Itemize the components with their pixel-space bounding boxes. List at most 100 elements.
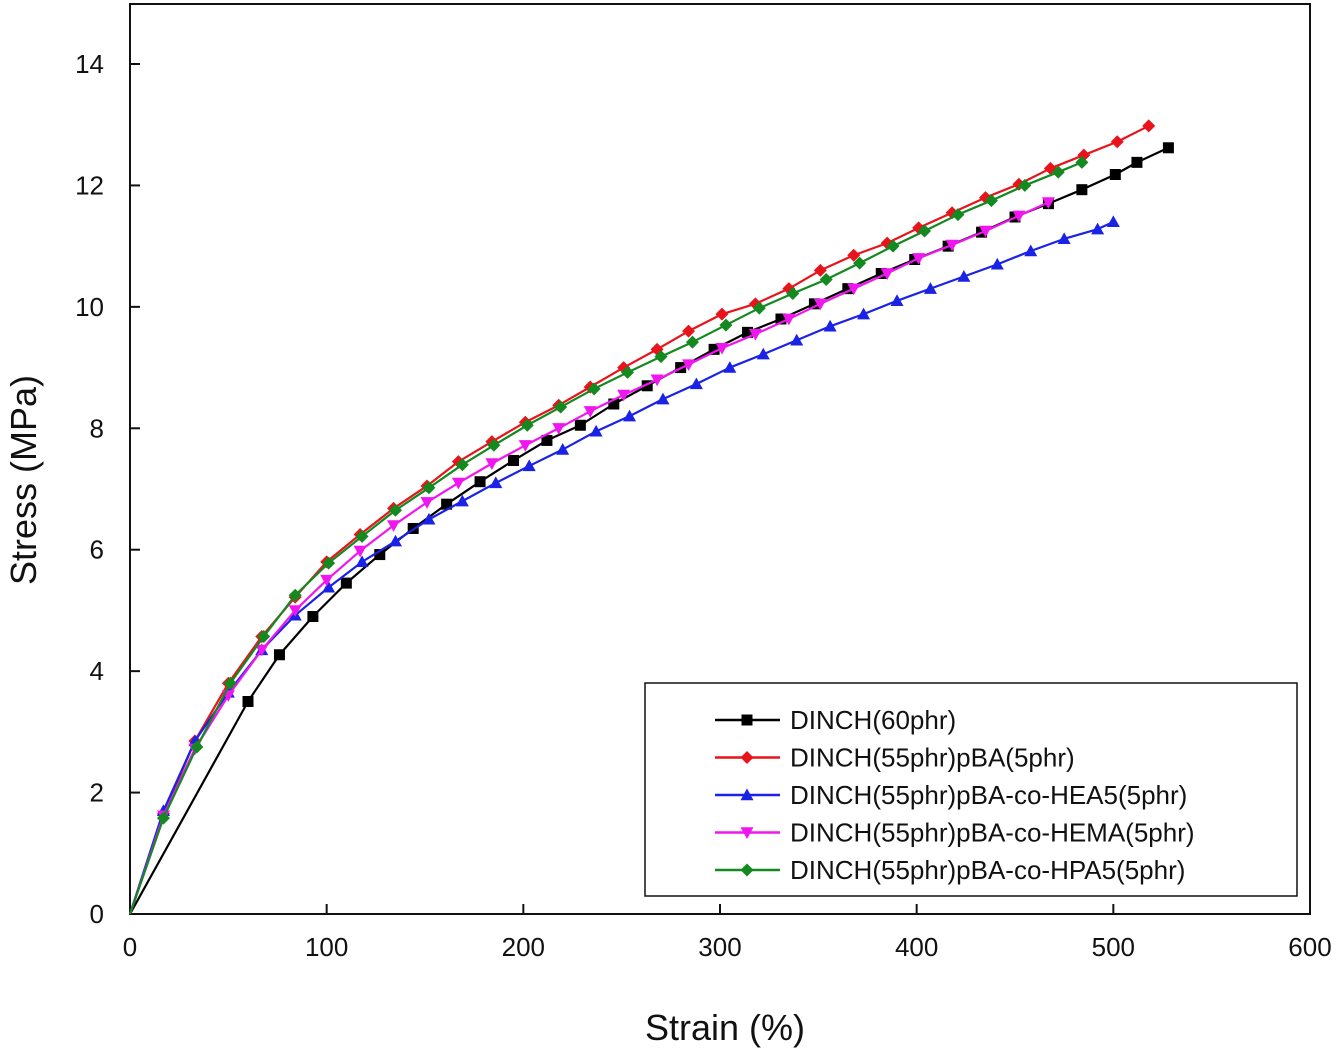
series-1-point-3	[307, 611, 319, 622]
series-3-point-7	[355, 555, 369, 568]
series-1-point-5	[374, 549, 386, 561]
series-1-point-9	[508, 454, 519, 466]
series-5-point-28	[1051, 165, 1065, 179]
legend-marker-2	[740, 751, 754, 764]
series-2-point-18	[715, 307, 729, 321]
series-3-point-28	[1057, 232, 1071, 245]
series-1-point-12	[608, 398, 620, 410]
series-1-point-29	[1162, 142, 1174, 154]
series-4-point-28	[1041, 197, 1055, 209]
series-5-point-8	[389, 503, 402, 517]
series-4-point-13	[552, 423, 566, 435]
y-tick-label-12: 12	[75, 170, 104, 200]
series-3-point-30	[1106, 215, 1120, 228]
series-1-point-16	[742, 326, 754, 338]
series-2-point-22	[847, 248, 861, 262]
series-3-point-15	[623, 409, 637, 422]
series-5-point-5	[288, 588, 302, 602]
series-2-point-31	[1142, 119, 1156, 133]
series-1-point-4	[340, 577, 352, 589]
series-line-5	[128, 161, 1083, 915]
series-4-point-17	[682, 359, 696, 372]
series-1-point-13	[641, 380, 653, 392]
series-1-point-7	[441, 498, 453, 510]
legend-label-1: DINCH(60phr)	[790, 705, 956, 735]
x-tick-label-100: 100	[305, 932, 348, 962]
series-3-point-25	[957, 270, 971, 282]
legend-label-3: DINCH(55phr)pBA-co-HEA5(5phr)	[790, 780, 1187, 810]
series-4-point-24	[912, 253, 926, 265]
legend: DINCH(60phr) DINCH(55phr)pBA(5phr) DINCH(5…	[644, 682, 1298, 897]
series-5-point-14	[587, 382, 601, 396]
series-3-point-16	[656, 392, 670, 405]
series-5-point-21	[819, 273, 833, 287]
series-5-point-9	[422, 481, 436, 495]
series-4	[128, 197, 1055, 915]
series-3-point-14	[589, 424, 603, 437]
series-4-point-14	[583, 406, 597, 418]
series-1-point-20	[875, 267, 887, 279]
series-3-point-26	[990, 257, 1004, 270]
series-5-point-7	[355, 529, 369, 543]
series-5-point-25	[951, 208, 965, 222]
series-5-point-18	[719, 318, 733, 332]
series-3-point-8	[389, 534, 402, 547]
legend-label-5: DINCH(55phr)pBA-co-HPA5(5phr)	[790, 855, 1185, 885]
series-5-point-16	[654, 350, 668, 364]
series-layer	[128, 119, 1174, 915]
series-4-point-7	[353, 545, 367, 558]
x-tick-label-600: 600	[1288, 932, 1331, 962]
y-axis-title: Stress (MPa)	[3, 375, 44, 585]
x-tick-label-500: 500	[1092, 932, 1135, 962]
series-5-point-15	[621, 365, 635, 379]
series-3-point-23	[890, 294, 904, 306]
series-1-point-10	[541, 434, 553, 446]
series-2-point-30	[1110, 135, 1124, 149]
series-3-point-12	[522, 459, 536, 472]
series-1-point-8	[474, 476, 486, 488]
series-3-point-19	[756, 347, 770, 360]
series-3-point-10	[455, 494, 469, 507]
series-4-point-25	[945, 239, 959, 252]
series-4-point-21	[813, 298, 827, 311]
series-4-point-6	[320, 574, 334, 587]
series-5-point-10	[455, 458, 469, 472]
x-tick-label-200: 200	[502, 932, 545, 962]
y-tick-label-4: 4	[90, 656, 104, 686]
series-4-point-19	[748, 328, 762, 341]
legend-box	[644, 682, 1298, 897]
series-4-point-5	[288, 605, 302, 617]
series-4-point-18	[715, 342, 729, 355]
x-tick-label-300: 300	[698, 932, 741, 962]
legend-marker-4	[740, 827, 754, 839]
series-3-point-27	[1024, 244, 1038, 257]
x-tick-label-400: 400	[895, 932, 938, 962]
series-1-point-17	[775, 313, 787, 325]
series-1-point-11	[574, 419, 586, 431]
series-3-point-24	[923, 282, 937, 294]
series-3-point-18	[723, 361, 737, 373]
series-5-point-11	[487, 438, 501, 452]
y-tick-label-0: 0	[90, 899, 104, 929]
series-5-point-17	[685, 335, 699, 349]
y-tick-label-10: 10	[75, 292, 104, 322]
x-tick-label-0: 0	[123, 932, 137, 962]
series-1-point-26	[1076, 184, 1088, 196]
series-3-point-11	[489, 476, 503, 489]
legend-marker-3	[740, 788, 754, 801]
series-4-point-8	[387, 520, 401, 532]
series-5	[128, 155, 1089, 915]
series-3-point-21	[823, 319, 837, 332]
series-4-point-10	[451, 477, 465, 490]
series-1-point-2	[273, 649, 285, 661]
y-tick-label-14: 14	[75, 49, 104, 79]
series-3-point-17	[689, 377, 703, 390]
series-4-point-16	[650, 374, 664, 387]
series-5-point-29	[1075, 155, 1089, 169]
series-1-point-15	[708, 343, 720, 355]
series-1-point-28	[1131, 156, 1143, 168]
series-5-point-6	[322, 556, 336, 570]
series-5-point-3	[223, 676, 237, 690]
series-5-point-1	[156, 811, 170, 825]
